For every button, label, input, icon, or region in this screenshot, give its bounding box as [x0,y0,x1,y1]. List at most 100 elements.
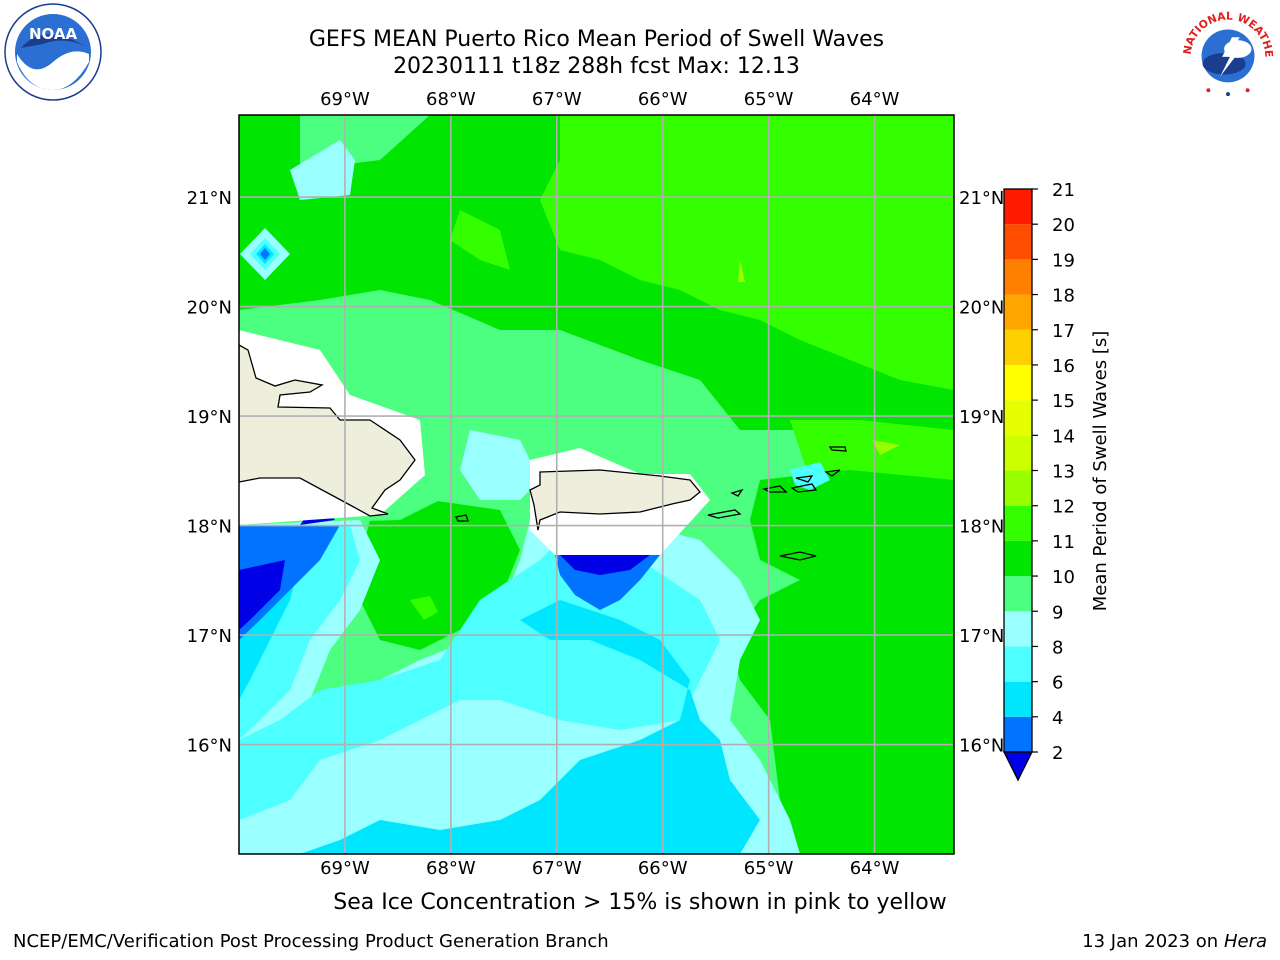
colorbar-tick-label: 16 [1052,356,1075,377]
lon-label-bottom: 64°W [850,858,900,879]
lat-label-right: 19°N [959,407,1004,428]
lon-label-top: 64°W [850,89,900,110]
lat-label-right: 20°N [959,298,1004,319]
footer-date: 13 Jan 2023 on Hera [1082,931,1267,952]
colorbar-bin [1004,400,1032,436]
noaa-logo: NOAA [4,3,102,101]
field-12-13-spot-2 [872,440,900,455]
colorbar-bin [1004,540,1032,577]
colorbar-tick-label: 13 [1052,462,1075,483]
land-hispaniola [239,344,416,517]
lat-label-right: 21°N [959,188,1004,209]
field-11-12-south [410,596,438,620]
footer-host: Hera [1223,931,1267,952]
lon-label-bottom: 66°W [638,858,688,879]
land-anegada [824,469,841,477]
field-12-13-spot [738,260,745,282]
colorbar-bin [1004,189,1032,225]
lon-label-bottom: 68°W [426,858,476,879]
lat-label-left: 18°N [187,517,232,538]
longitude-labels-top: 69°W 68°W 67°W 66°W 65°W 64°W [320,89,900,110]
colorbar-bin [1004,435,1032,471]
field-below-2-west [239,560,285,630]
colorbar-bin [1004,611,1032,647]
colorbar-tick-label: 6 [1052,673,1063,694]
lat-label-left: 17°N [187,626,232,647]
land-tortola [795,475,814,483]
colorbar-bin [1004,329,1032,365]
footer-date-text: 13 Jan 2023 on [1082,931,1224,952]
chart-title: GEFS MEAN Puerto Rico Mean Period of Swe… [308,27,885,52]
noaa-logo-text: NOAA [29,25,78,43]
lon-label-top: 65°W [744,89,794,110]
colorbar-tick-label: 12 [1052,497,1075,518]
colorbar-bin [1004,224,1032,260]
gridlines [239,115,954,854]
lon-label-bottom: 69°W [320,858,370,879]
field-6-8-central [239,540,720,820]
field-below-2-pr [560,555,650,575]
land-vieques [707,509,742,519]
footer-credit: NCEP/EMC/Verification Post Processing Pr… [13,931,609,952]
lon-label-top: 68°W [426,89,476,110]
latitude-labels-left: 21°N 20°N 19°N 18°N 17°N 16°N [187,188,232,756]
longitude-labels-bottom: 69°W 68°W 67°W 66°W 65°W 64°W [320,858,900,879]
colorbar-tick-label: 17 [1052,321,1075,342]
colorbar-tick-label: 20 [1052,215,1075,236]
colorbar-bin [1004,716,1032,752]
land-puerto-rico [529,469,701,531]
land-mona [455,514,469,522]
colorbar-tick-label: 18 [1052,286,1075,307]
lat-label-right: 17°N [959,626,1004,647]
field-10-11-se [730,540,954,854]
lon-label-top: 67°W [532,89,582,110]
lon-label-top: 66°W [638,89,688,110]
colorbar-bin [1004,646,1032,682]
land-culebra [730,488,744,497]
map-field [239,115,954,854]
field-11-12-ne [540,115,954,390]
colorbar-tick-label: 14 [1052,426,1075,447]
colorbar-tick-label: 9 [1052,602,1063,623]
field-4-6 [300,600,760,854]
colorbar-bin [1004,505,1032,541]
lat-label-left: 19°N [187,407,232,428]
colorbar-extend-min [1002,751,1034,782]
colorbar-tick-label: 19 [1052,250,1075,271]
colorbar-tick-label: 10 [1052,567,1075,588]
lat-label-left: 20°N [187,298,232,319]
map-frame [238,114,955,855]
colorbar-bin [1004,576,1032,612]
colorbar-bin [1004,681,1032,717]
field-2-4-west [239,525,340,640]
colorbar-bin [1004,470,1032,506]
colorbar: 2 4 6 8 9 10 11 12 13 14 15 16 17 18 19 20 21 [1002,180,1075,782]
colorbar-tick-label: 15 [1052,391,1075,412]
field-6-8-north [460,430,540,500]
lon-label-top: 69°W [320,89,370,110]
field-8-9-nw [290,140,355,200]
lat-label-left: 16°N [187,736,232,757]
colorbar-bin [1004,294,1032,330]
colorbar-tick-label: 2 [1052,743,1063,764]
land-st-john [790,483,818,493]
sea-ice-note: Sea Ice Concentration > 15% is shown in … [333,890,947,915]
latitude-labels-right: 21°N 20°N 19°N 18°N 17°N 16°N [959,188,1004,756]
colorbar-bin [1004,364,1032,401]
lon-label-bottom: 65°W [744,858,794,879]
land-st-croix [779,551,817,561]
field-11-12-spot [450,210,510,270]
lon-label-bottom: 67°W [532,858,582,879]
field-nw-diamond-core [260,248,270,260]
chart-subtitle: 20230111 t18z 288h fcst Max: 12.13 [393,54,800,79]
nws-logo: NATIONAL WEATHER SERVICE [1178,2,1275,99]
colorbar-bin [1004,259,1032,295]
land-anguilla-area [828,446,847,452]
lat-label-right: 16°N [959,736,1004,757]
lat-label-left: 21°N [187,188,232,209]
colorbar-tick-label: 8 [1052,637,1063,658]
colorbar-tick-label: 11 [1052,532,1075,553]
colorbar-tick-label: 21 [1052,180,1075,201]
colorbar-label: Mean Period of Swell Waves [s] [1090,331,1111,612]
